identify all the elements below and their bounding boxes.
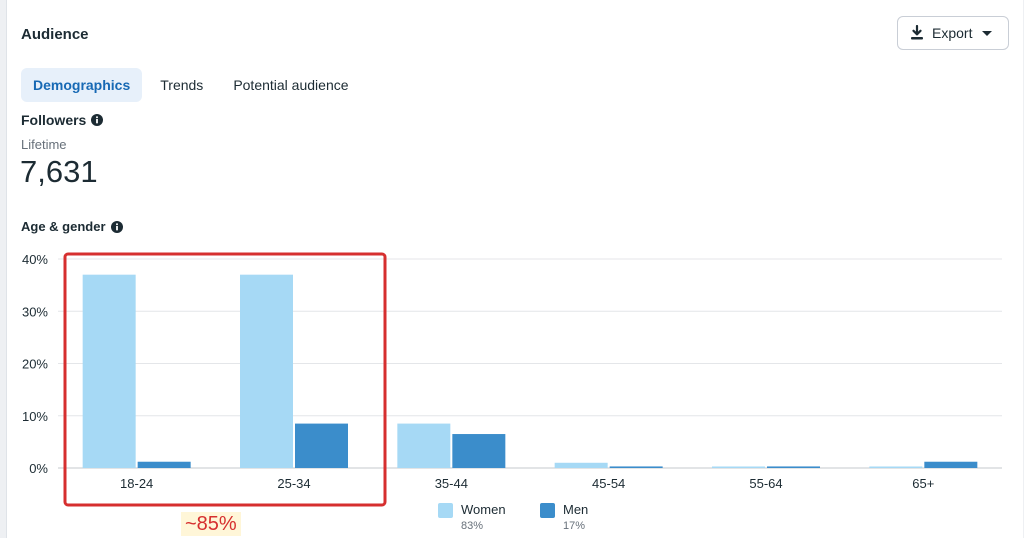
highlight-annotation: ~85% [181,512,241,536]
bar-men-25-34 [295,423,348,468]
bar-women-35-44 [397,423,451,468]
y-tick-label: 10% [22,409,48,424]
x-tick-label: 18-24 [120,476,153,491]
bar-men-18-24 [137,461,191,468]
followers-label: Followers [21,112,87,128]
legend-swatch-men [540,503,555,518]
y-tick-label: 20% [22,357,48,372]
legend-pct-women: 83% [461,520,484,532]
legend-pct-men: 17% [563,520,586,532]
y-tick-label: 30% [22,304,48,319]
legend-swatch-women [438,503,453,518]
x-tick-label: 35-44 [435,476,468,491]
bar-women-55-64 [712,466,765,468]
bar-men-45-54 [609,466,663,468]
x-tick-label: 65+ [912,476,934,491]
tab-demographics[interactable]: Demographics [21,68,143,102]
page-title: Audience [21,26,89,43]
x-tick-label: 25-34 [277,476,310,491]
age-gender-heading: Age & gender [21,219,123,234]
x-tick-label: 45-54 [592,476,625,491]
info-icon[interactable] [91,114,104,126]
export-label: Export [932,25,973,41]
x-tick-label: 55-64 [749,476,782,491]
info-icon[interactable] [110,220,123,233]
age-gender-label: Age & gender [21,219,106,234]
followers-count: 7,631 [20,154,98,189]
download-icon [909,25,925,41]
followers-period: Lifetime [21,137,67,152]
legend-women: Women 83% [438,502,506,532]
bar-women-65+ [869,466,923,468]
bar-men-55-64 [767,466,820,468]
bar-women-18-24 [82,274,136,468]
legend-label-men: Men [563,502,589,517]
y-tick-label: 40% [22,252,48,267]
legend-men: Men 17% [540,502,588,532]
bar-men-35-44 [452,434,506,468]
export-button[interactable]: Export [897,16,1009,50]
y-tick-label: 0% [29,461,48,476]
followers-heading: Followers [21,112,104,128]
tab-bar: Demographics Trends Potential audience [21,68,367,102]
bar-women-25-34 [240,274,293,468]
tab-potential-audience[interactable]: Potential audience [233,77,349,93]
chevron-down-icon [982,28,993,38]
tab-trends[interactable]: Trends [160,77,204,93]
highlight-box [63,252,387,507]
bar-women-45-54 [554,462,608,468]
legend-label-women: Women [461,502,506,517]
bar-men-65+ [924,461,978,468]
audience-card: Audience Export Demographics Trends Pote… [6,0,1023,538]
